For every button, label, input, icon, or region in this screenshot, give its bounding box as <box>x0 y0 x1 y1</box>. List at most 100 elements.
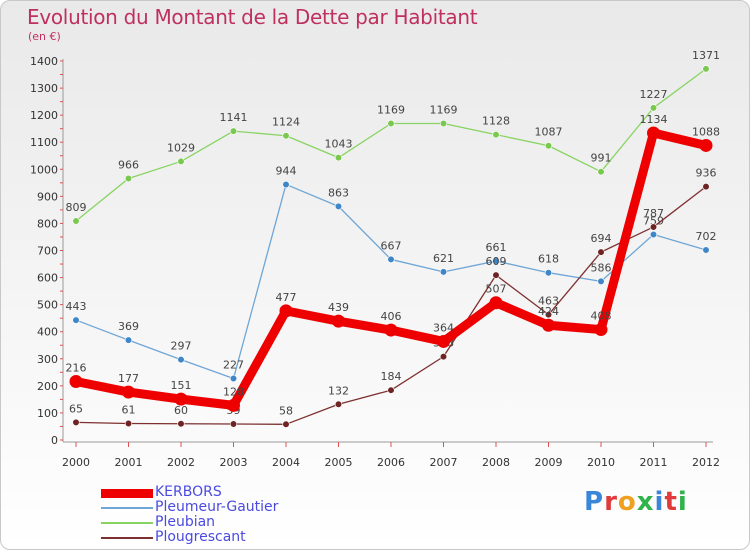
data-label-pleubian: 1087 <box>535 126 563 139</box>
data-label-pleumeur-gautier: 661 <box>486 241 507 254</box>
data-label-pleubian: 1124 <box>272 116 300 129</box>
data-point-kerbors <box>122 385 135 399</box>
data-point-pleubian <box>72 217 80 225</box>
data-point-pleubian <box>387 119 395 128</box>
data-label-pleumeur-gautier: 863 <box>328 186 349 199</box>
data-point-kerbors <box>279 304 293 318</box>
data-point-kerbors <box>594 323 608 337</box>
data-label-pleumeur-gautier: 369 <box>118 320 139 333</box>
data-point-pleumeur-gautier <box>649 230 658 239</box>
y-tick-label: 400 <box>37 326 58 339</box>
data-label-pleumeur-gautier: 759 <box>643 215 664 228</box>
x-tick-label: 2007 <box>430 456 458 469</box>
data-point-kerbors <box>174 392 188 406</box>
data-point-pleumeur-gautier <box>597 277 605 285</box>
y-tick-label: 1400 <box>30 55 58 68</box>
data-point-pleumeur-gautier <box>702 246 710 254</box>
data-label-pleubian: 1043 <box>325 138 353 151</box>
x-tick-label: 2006 <box>377 456 405 469</box>
data-label-pleubian: 1141 <box>220 111 248 124</box>
y-tick-label: 1300 <box>30 82 58 95</box>
legend-label: KERBORS <box>155 484 222 500</box>
data-label-pleubian: 1227 <box>640 88 668 101</box>
data-point-plougrescant <box>439 353 448 361</box>
data-point-pleumeur-gautier <box>282 180 290 189</box>
data-label-pleubian: 1371 <box>692 49 720 62</box>
data-point-plougrescant <box>334 400 343 408</box>
y-tick-label: 700 <box>37 245 58 258</box>
x-tick-label: 2011 <box>640 456 668 469</box>
data-point-plougrescant <box>492 271 500 279</box>
data-point-plougrescant <box>282 420 290 428</box>
data-point-pleubian <box>124 174 133 183</box>
data-label-pleubian: 991 <box>591 152 612 165</box>
data-point-kerbors <box>332 314 345 328</box>
data-point-kerbors <box>542 318 555 332</box>
data-point-plougrescant <box>387 386 395 394</box>
data-label-plougrescant: 65 <box>69 402 83 415</box>
y-tick-label: 600 <box>37 272 58 285</box>
data-label-plougrescant: 694 <box>591 232 612 245</box>
data-point-pleubian <box>597 168 605 176</box>
legend-swatch <box>101 522 153 524</box>
data-label-kerbors: 507 <box>486 283 507 296</box>
data-label-kerbors: 424 <box>538 305 559 318</box>
data-point-plougrescant <box>124 419 133 428</box>
data-label-plougrescant: 463 <box>538 295 559 308</box>
x-tick-label: 2003 <box>220 456 248 469</box>
data-point-pleumeur-gautier <box>72 316 80 324</box>
x-tick-label: 2001 <box>115 456 143 469</box>
logo-letter: t <box>664 487 678 517</box>
data-label-pleumeur-gautier: 618 <box>538 253 559 266</box>
y-tick-label: 800 <box>37 217 58 230</box>
x-tick-label: 2008 <box>482 456 510 469</box>
data-point-pleumeur-gautier <box>387 255 395 264</box>
data-label-plougrescant: 132 <box>328 384 349 397</box>
data-point-plougrescant <box>544 311 553 319</box>
data-point-plougrescant <box>72 418 80 427</box>
logo-letter: i <box>654 487 665 517</box>
data-point-pleubian <box>229 127 238 135</box>
x-tick-label: 2012 <box>692 456 720 469</box>
data-label-plougrescant: 609 <box>486 255 507 268</box>
data-label-plougrescant: 60 <box>174 404 188 417</box>
data-label-kerbors: 177 <box>118 372 139 385</box>
logo-letter: o <box>617 487 637 517</box>
data-point-pleumeur-gautier <box>492 257 500 265</box>
data-point-plougrescant <box>649 223 658 231</box>
data-label-pleumeur-gautier: 443 <box>66 300 87 313</box>
data-label-plougrescant: 184 <box>381 370 402 383</box>
data-label-pleumeur-gautier: 944 <box>276 164 297 177</box>
data-label-pleubian: 1169 <box>430 104 458 117</box>
data-label-pleubian: 809 <box>66 201 87 214</box>
data-label-plougrescant: 787 <box>643 207 664 220</box>
legend-swatch <box>101 489 153 498</box>
data-point-plougrescant <box>597 248 605 256</box>
data-point-pleubian <box>649 104 658 112</box>
data-label-kerbors: 1134 <box>640 113 668 126</box>
data-point-pleubian <box>492 131 500 139</box>
logo-letter: x <box>636 487 655 517</box>
data-point-pleubian <box>177 157 185 166</box>
data-label-pleumeur-gautier: 227 <box>223 359 244 372</box>
data-point-pleumeur-gautier <box>177 355 185 364</box>
data-label-kerbors: 151 <box>171 379 192 392</box>
y-tick-label: 1200 <box>30 109 58 122</box>
x-tick-label: 2000 <box>62 456 90 469</box>
data-point-plougrescant <box>177 420 185 428</box>
legend-label: Pleumeur-Gautier <box>155 499 279 515</box>
data-label-kerbors: 477 <box>276 291 297 304</box>
data-point-pleubian <box>544 142 553 150</box>
x-tick-label: 2002 <box>167 456 195 469</box>
x-tick-label: 2009 <box>535 456 563 469</box>
data-label-pleumeur-gautier: 621 <box>433 252 454 265</box>
data-point-kerbors <box>699 138 713 152</box>
data-label-pleubian: 1128 <box>482 115 510 128</box>
data-point-kerbors <box>384 323 398 337</box>
legend-label: Plougrescant <box>155 529 246 545</box>
data-label-pleubian: 1029 <box>167 141 195 154</box>
y-tick-label: 0 <box>51 434 58 447</box>
legend-label: Pleubian <box>155 514 216 530</box>
chart-title: Evolution du Montant de la Dette par Hab… <box>27 5 478 29</box>
